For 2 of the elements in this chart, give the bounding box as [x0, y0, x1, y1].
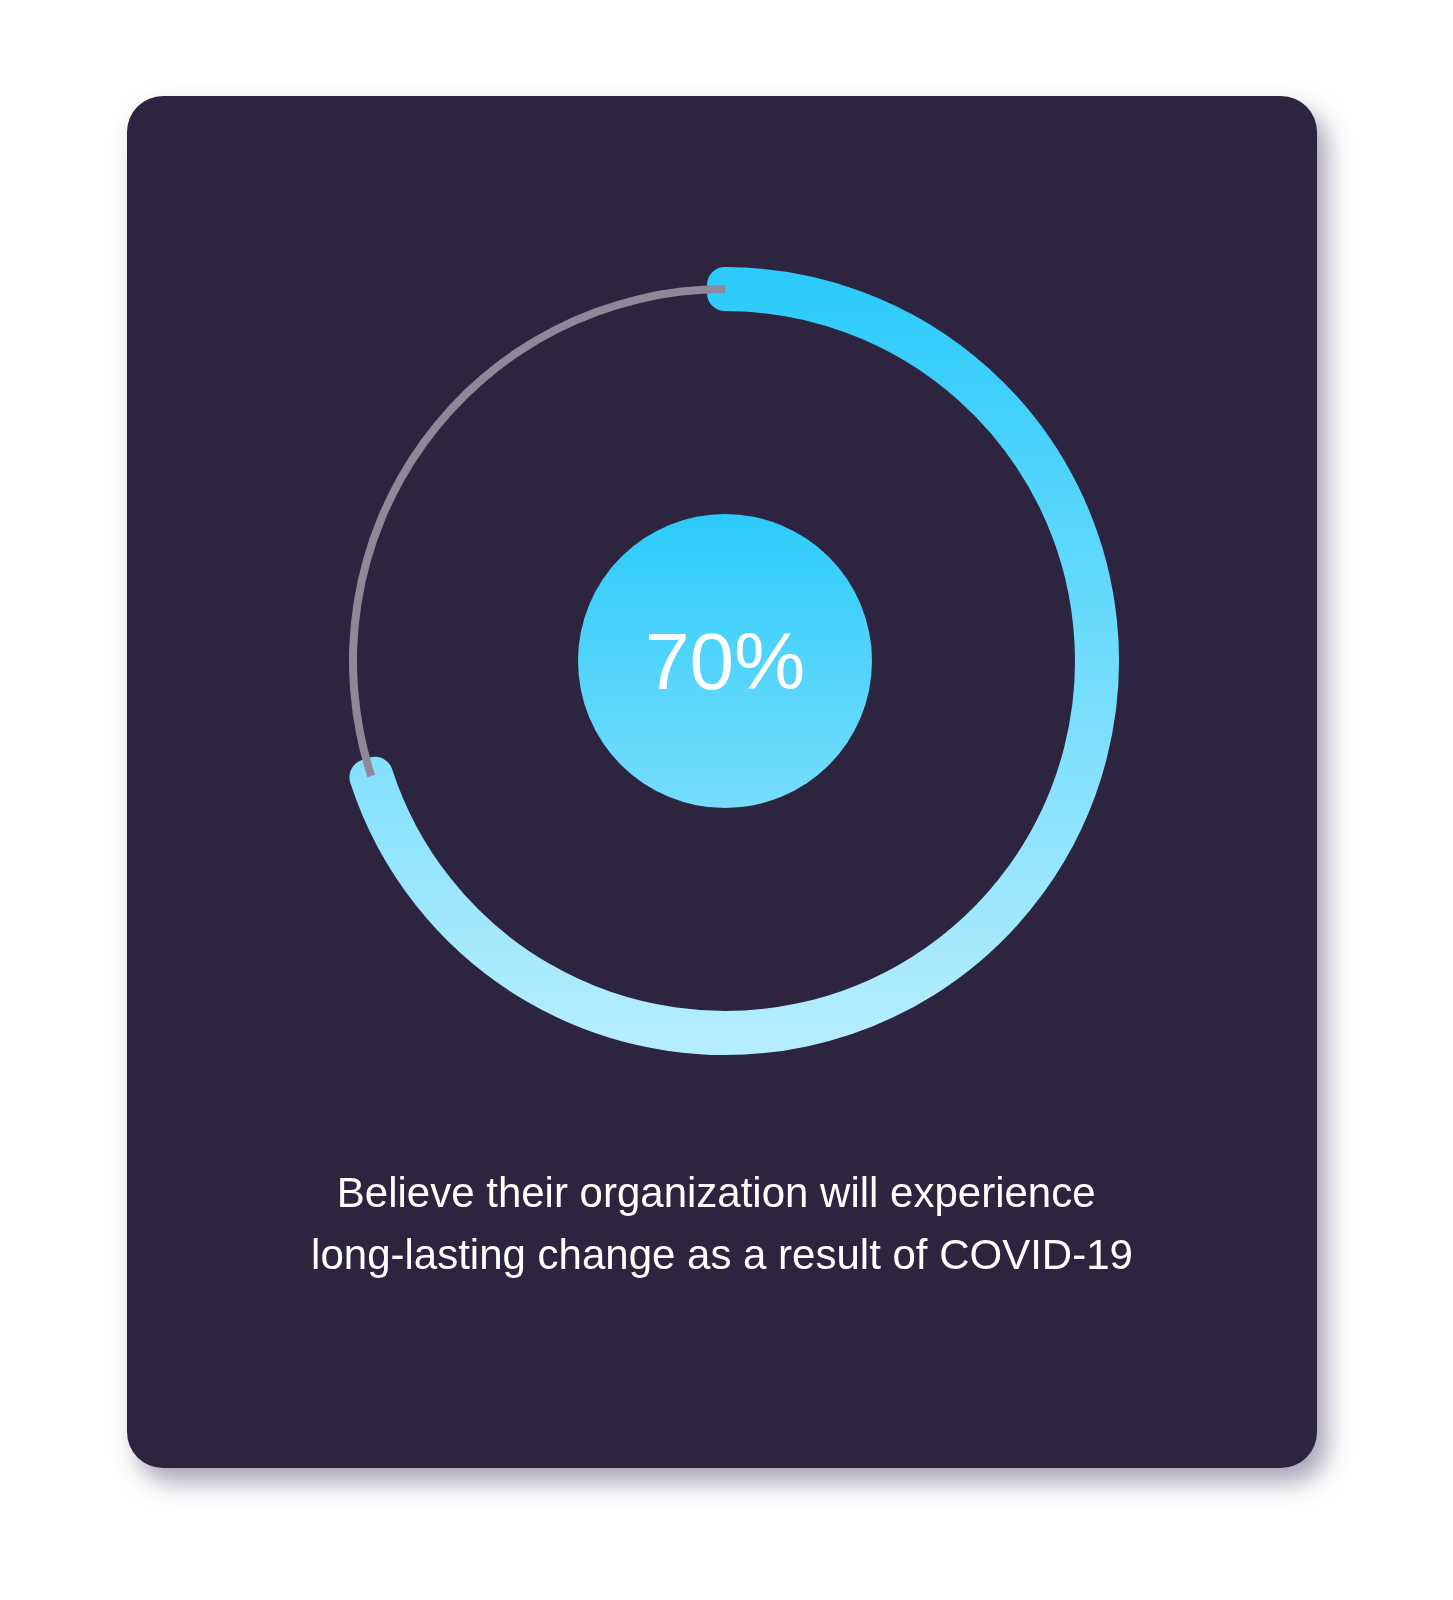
data-label: 70% [644, 616, 806, 706]
text: Believe their organization will experience long-lasting change as a result of COVID-19 [311, 1168, 1133, 1278]
